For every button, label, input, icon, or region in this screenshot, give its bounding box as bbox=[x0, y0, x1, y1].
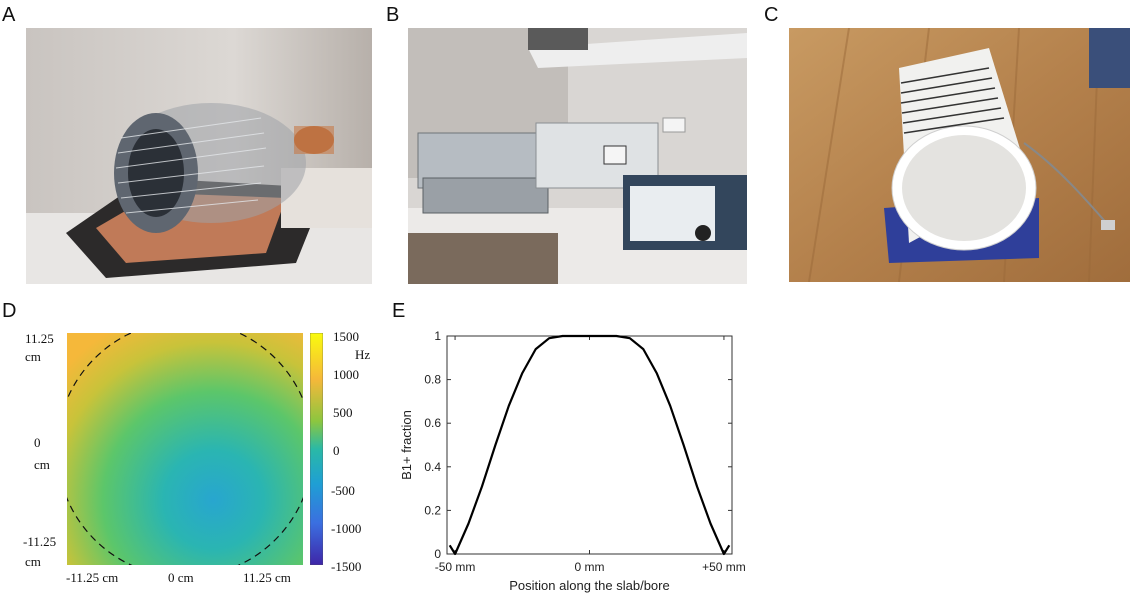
field-map-heatmap bbox=[67, 333, 303, 565]
colorbar-tick-neg500: -500 bbox=[331, 483, 355, 498]
x-tick-left: -11.25 cm bbox=[66, 570, 119, 585]
y-tick-bottom-unit: cm bbox=[25, 554, 41, 569]
colorbar-unit: Hz bbox=[355, 347, 371, 362]
x-tick-mid: 0 cm bbox=[168, 570, 194, 585]
x-axis-label: Position along the slab/bore bbox=[509, 578, 669, 593]
y-tick-mid-unit: cm bbox=[34, 457, 50, 472]
axes-box bbox=[446, 335, 733, 555]
colorbar-tick-1000: 1000 bbox=[333, 367, 359, 382]
heatmap-field bbox=[67, 333, 303, 565]
y-tick-label: 0.8 bbox=[424, 373, 441, 387]
panel-label-d: D bbox=[2, 300, 17, 322]
colorbar bbox=[310, 333, 323, 565]
x-tick-right: 11.25 cm bbox=[243, 570, 291, 585]
colorbar-tick-0: 0 bbox=[333, 443, 340, 458]
y-axis-label: B1+ fraction bbox=[399, 410, 414, 480]
b1-profile-line bbox=[448, 334, 731, 556]
photo-coil-array bbox=[26, 28, 372, 284]
panel-label-c: C bbox=[764, 4, 779, 26]
colorbar-tick-neg1000: -1000 bbox=[331, 521, 362, 536]
colorbar-tick-1500: 1500 bbox=[333, 329, 359, 344]
y-tick-top-unit: cm bbox=[25, 349, 41, 364]
b1-profile-chart: 0 0.2 0.4 0.6 0.8 1 -50 mm 0 mm +50 mm B1+ fract… bbox=[399, 329, 746, 593]
colorbar-tick-neg1500: -1500 bbox=[331, 559, 362, 574]
y-tick-label: 0 bbox=[434, 547, 441, 561]
x-tick-label: -50 mm bbox=[435, 560, 476, 574]
y-tick-mid: 0 bbox=[34, 435, 41, 450]
y-tick-label: 0.6 bbox=[424, 416, 441, 430]
photo-cylindrical-coil bbox=[789, 28, 1130, 282]
photo-lab-equipment bbox=[408, 28, 747, 284]
x-tick-label: 0 mm bbox=[575, 560, 605, 574]
y-tick-label: 0.4 bbox=[424, 460, 441, 474]
panel-label-b: B bbox=[386, 4, 400, 26]
plot-area: 0 0.2 0.4 0.6 0.8 1 -50 mm 0 mm +50 mm bbox=[424, 329, 745, 574]
panel-label-e: E bbox=[392, 300, 406, 322]
x-tick-label: +50 mm bbox=[702, 560, 746, 574]
panel-label-a: A bbox=[2, 4, 16, 26]
y-tick-top: 11.25 bbox=[25, 331, 54, 346]
y-tick-bottom: -11.25 bbox=[23, 534, 57, 549]
colorbar-tick-500: 500 bbox=[333, 405, 353, 420]
y-tick-label: 0.2 bbox=[424, 503, 441, 517]
y-tick-label: 1 bbox=[434, 329, 441, 343]
